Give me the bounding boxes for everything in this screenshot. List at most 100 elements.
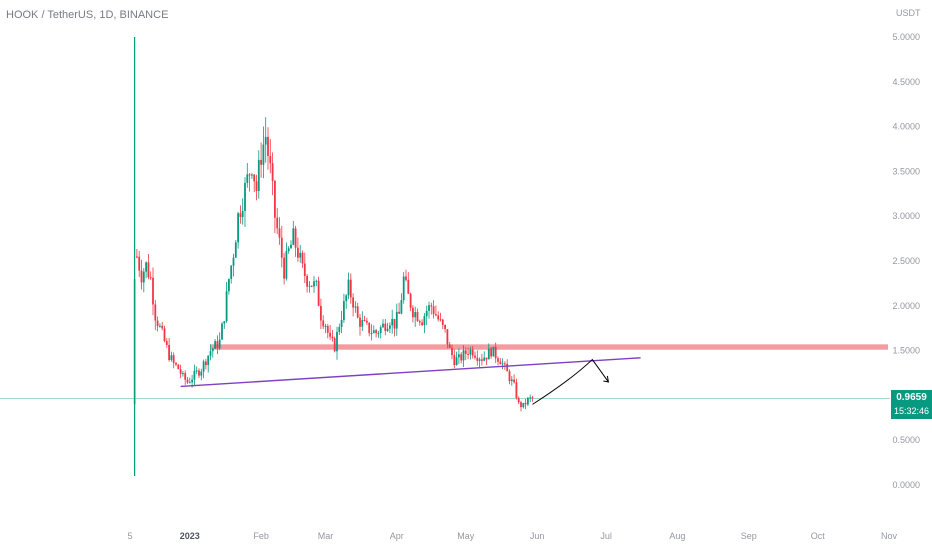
symbol-title[interactable]: HOOK / TetherUS, 1D, BINANCE (6, 9, 169, 21)
candle-body (476, 357, 479, 361)
candle-body (421, 322, 423, 326)
candle-body (458, 354, 460, 358)
candle-body (198, 370, 200, 376)
y-tick-label: 2.5000 (892, 256, 920, 266)
candle-body (163, 328, 166, 342)
ascending-trendline (180, 357, 641, 388)
candle-body (492, 346, 495, 357)
y-tick-label: 4.0000 (892, 122, 920, 132)
candle-body (188, 382, 191, 384)
candle-body (287, 248, 290, 252)
candle-body (253, 174, 256, 182)
candle-body (310, 285, 313, 287)
candle-body (448, 344, 451, 348)
candle-body (412, 307, 414, 318)
candle-body (292, 228, 295, 245)
candle-body (186, 379, 189, 383)
candle-body (184, 373, 187, 380)
candle-body (439, 319, 442, 321)
candle-body (248, 174, 251, 176)
candle-body (377, 333, 380, 335)
candle-body (345, 295, 348, 302)
y-tick-label: 0.5000 (892, 435, 920, 445)
candle-body (382, 323, 384, 328)
x-tick-label: 5 (127, 531, 132, 541)
candle-body (175, 362, 177, 365)
candle (133, 278, 136, 405)
candle-body (423, 316, 426, 326)
y-tick-label: 5.0000 (892, 32, 920, 42)
candle-body (276, 217, 279, 229)
candle-body (246, 174, 249, 183)
candle-body (336, 331, 338, 352)
candle-body (347, 279, 350, 296)
x-tick-label: May (457, 531, 475, 541)
candle-body (322, 320, 325, 327)
candle-body (200, 371, 203, 376)
candle-body (260, 159, 262, 165)
candle-body (497, 358, 499, 362)
candle-body (398, 311, 400, 314)
candle-body (140, 270, 143, 283)
candle-body (142, 271, 145, 283)
candle-body (239, 213, 242, 218)
candle-body (340, 319, 343, 327)
candle-body (244, 182, 246, 211)
x-tick-label: Jul (600, 531, 612, 541)
candle-body (234, 242, 237, 258)
candle-body (432, 306, 435, 315)
candle-body (425, 310, 428, 317)
candle-body (168, 345, 170, 360)
candle-body (455, 357, 458, 366)
projection-path (532, 358, 609, 405)
candle-body (356, 306, 359, 318)
y-tick-label: 1.5000 (892, 346, 920, 356)
candle-body (202, 361, 205, 372)
candle-body (352, 297, 354, 308)
y-tick-label: 0.0000 (892, 480, 920, 490)
candle-body (379, 327, 382, 334)
candle-body (223, 321, 226, 324)
candle-body (280, 237, 283, 258)
candle-body (221, 323, 223, 340)
candle-body (372, 330, 375, 334)
candle-body (205, 361, 207, 366)
candle-body (386, 328, 389, 331)
candle-body (278, 228, 281, 238)
x-tick-label: Apr (390, 531, 404, 541)
candle-body (524, 402, 527, 405)
candle-body (152, 277, 154, 305)
candle-body (485, 357, 488, 360)
candle-body (487, 348, 490, 360)
candle-body (349, 279, 352, 298)
candle-body (490, 348, 492, 357)
candle-body (207, 355, 210, 366)
candle-body (467, 353, 469, 355)
candle-body (195, 370, 198, 372)
candle-body (331, 336, 334, 339)
candle-body (501, 363, 504, 365)
candle-body (389, 325, 391, 329)
candle-body (285, 251, 288, 279)
candle-body (315, 280, 318, 282)
candle-body (262, 144, 265, 165)
candle-body (149, 277, 152, 279)
candle-body (320, 305, 322, 321)
candle-body (460, 354, 463, 361)
candle-body (170, 355, 173, 360)
currency-label: USDT (896, 8, 921, 18)
candle-body (402, 276, 405, 301)
candle-body (395, 311, 398, 329)
candle-body (257, 159, 260, 191)
candle-body (430, 305, 433, 307)
candle-body (504, 363, 506, 365)
candle-body (359, 317, 361, 327)
candle-body (384, 323, 387, 331)
y-tick-label: 3.5000 (892, 166, 920, 176)
candle-body (522, 402, 525, 408)
candle-body (361, 320, 364, 327)
candle-body (517, 398, 520, 403)
candle-body (324, 325, 327, 327)
